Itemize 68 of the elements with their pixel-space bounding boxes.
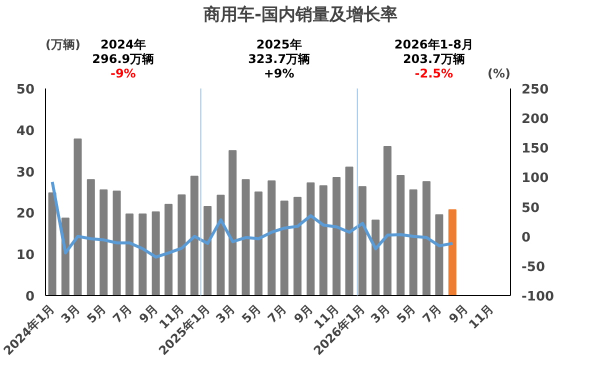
- y2-tick-label: 250: [522, 82, 549, 98]
- text: -2.5%: [414, 66, 454, 80]
- bar: [422, 181, 430, 296]
- bar: [48, 192, 56, 296]
- y-tick-label: 30: [16, 165, 35, 180]
- x-tick-label: 9月: [136, 302, 161, 326]
- text: 2025年: [256, 38, 302, 52]
- bar: [268, 180, 276, 296]
- bar: [306, 182, 315, 296]
- bar: [435, 214, 444, 296]
- bar: [358, 186, 366, 296]
- chart-title: 商用车-国内销量及增长率: [202, 4, 398, 25]
- bar: [409, 189, 418, 296]
- bar: [242, 179, 250, 296]
- bar: [204, 206, 212, 296]
- y-tick-label: 20: [16, 206, 35, 222]
- bar: [126, 213, 134, 296]
- x-tick-label: 3月: [58, 302, 83, 326]
- bar: [372, 220, 380, 296]
- bar: [178, 194, 186, 296]
- y2-tick-label: 0: [522, 230, 531, 246]
- y-tick-label: 40: [16, 124, 35, 139]
- x-tick-label: 3月: [213, 302, 238, 326]
- bar: [112, 190, 121, 296]
- bar: [228, 150, 237, 296]
- bar: [86, 179, 95, 296]
- bar: [332, 177, 341, 296]
- bar: [138, 213, 147, 296]
- bar: [294, 196, 302, 296]
- bar: [280, 200, 288, 296]
- text: 2026年1-8月: [394, 38, 474, 52]
- bar: [164, 204, 173, 296]
- text: +9%: [264, 66, 294, 80]
- line-series: [50, 180, 454, 259]
- y2-tick-label: 150: [522, 142, 549, 157]
- text: -9%: [110, 66, 136, 80]
- x-tick-label: 7月: [420, 302, 444, 326]
- text: 203.7万辆: [402, 52, 465, 66]
- bar: [152, 211, 160, 296]
- x-tick-label: 3月: [368, 302, 392, 326]
- y2-tick-label: -50: [522, 260, 545, 275]
- bar: [74, 138, 82, 296]
- y-tick-label: 0: [25, 290, 34, 304]
- x-tick-label: 5月: [84, 302, 109, 326]
- bar: [254, 192, 262, 296]
- x-tick-label: 5月: [394, 302, 418, 326]
- y-tick-label: 50: [16, 82, 35, 98]
- bar: [383, 146, 392, 296]
- y2-tick-label: 200: [522, 112, 549, 128]
- x-tick-label: 5月: [239, 302, 264, 326]
- bar: [216, 194, 225, 296]
- y2-tick-label: 100: [522, 171, 549, 186]
- bar: [319, 185, 328, 296]
- y2-axis-title: (%): [488, 66, 510, 80]
- bar: [396, 174, 405, 296]
- y-axis-title: (万辆): [46, 38, 80, 52]
- bar: [190, 176, 198, 296]
- text: 296.9万辆: [92, 52, 154, 66]
- y-tick-label: 10: [16, 248, 35, 264]
- x-tick-label: 7月: [265, 302, 290, 326]
- x-tick-label: 7月: [110, 302, 134, 326]
- y2-tick-label: -100: [522, 290, 554, 304]
- text: 2024年: [100, 38, 146, 52]
- text: 323.7万辆: [248, 52, 310, 66]
- bar: [448, 209, 456, 296]
- bar: [345, 166, 354, 296]
- y2-tick-label: 50: [522, 200, 540, 216]
- bar: [100, 189, 108, 296]
